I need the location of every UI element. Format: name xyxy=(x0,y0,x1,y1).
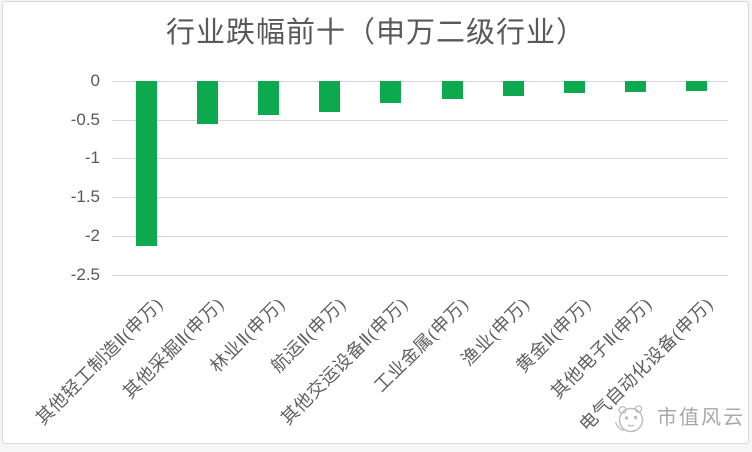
bar xyxy=(686,81,708,92)
bar xyxy=(625,81,647,92)
gridline--1.5 xyxy=(112,197,728,199)
y-axis-tick-label: -2.5 xyxy=(70,264,100,284)
gridline--1 xyxy=(112,158,728,160)
bar xyxy=(135,81,157,246)
bar xyxy=(441,81,463,99)
y-axis-tick-label: -2 xyxy=(84,225,100,245)
gridline--2 xyxy=(112,235,728,237)
chart-frame xyxy=(2,1,749,444)
bar xyxy=(257,81,279,116)
y-axis-tick-label: 0 xyxy=(90,71,100,90)
chart-title: 行业跌幅前十（申万二级行业） xyxy=(165,17,586,49)
gridline--0.5 xyxy=(112,119,728,121)
bar xyxy=(380,81,402,103)
watermark-text: 市值风云 xyxy=(657,407,745,429)
gridline--2.5 xyxy=(112,274,728,276)
y-axis-tick-label: -1.5 xyxy=(70,187,100,207)
bar xyxy=(502,81,524,96)
y-axis-tick-label: -0.5 xyxy=(70,109,100,129)
bar xyxy=(196,81,218,125)
y-axis-tick-label: -1 xyxy=(84,148,100,168)
bar xyxy=(319,81,341,112)
bar xyxy=(564,81,586,94)
panda-logo-icon xyxy=(614,405,644,433)
watermark: 市值风云 xyxy=(612,399,745,437)
gridline-0 xyxy=(112,81,728,82)
